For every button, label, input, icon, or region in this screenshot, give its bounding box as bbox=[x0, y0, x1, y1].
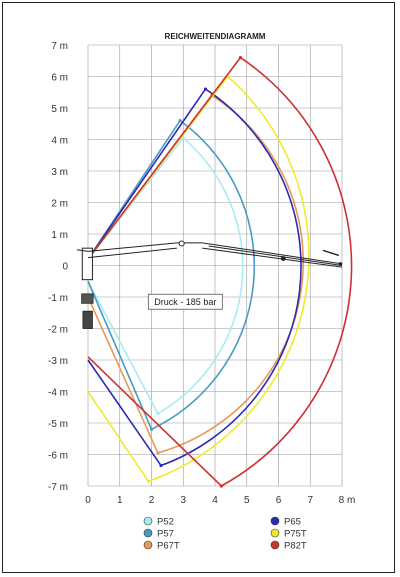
legend-marker-p65 bbox=[270, 516, 280, 526]
pressure-annotation: Druck - 185 bar bbox=[147, 293, 223, 310]
y-tick-label: -2 m bbox=[48, 325, 68, 336]
x-tick-label: 7 bbox=[307, 495, 313, 506]
reach-curves bbox=[87, 56, 353, 488]
reach-point-p52 bbox=[156, 411, 160, 416]
x-tick-label: 5 bbox=[244, 495, 250, 506]
chart-frame bbox=[2, 2, 395, 573]
crane-drawing bbox=[76, 240, 343, 329]
annotation-text: Druck - 185 bar bbox=[154, 297, 216, 307]
crane-main-boom bbox=[87, 247, 177, 259]
y-tick-label: 3 m bbox=[51, 167, 68, 178]
x-tick-label: 1 bbox=[117, 495, 123, 506]
crane-outer-boom bbox=[202, 247, 343, 268]
crane-hook-line bbox=[322, 249, 340, 257]
crane-tip bbox=[338, 262, 343, 266]
legend-label-p67t: P67T bbox=[157, 541, 180, 552]
crane-arm bbox=[76, 249, 89, 252]
x-tick-label: 8 m bbox=[339, 495, 356, 506]
y-tick-label: 0 bbox=[62, 262, 68, 273]
legend-marker-p57 bbox=[143, 528, 153, 538]
y-tick-label: -3 m bbox=[48, 356, 68, 367]
reach-curve-p52 bbox=[87, 136, 244, 415]
y-tick-label: -7 m bbox=[48, 482, 68, 493]
x-tick-label: 3 bbox=[180, 495, 186, 506]
crane-joint bbox=[178, 240, 185, 247]
reach-point-p57 bbox=[149, 427, 154, 431]
annotation-box bbox=[147, 293, 223, 310]
reach-point-p82t bbox=[238, 56, 242, 60]
y-tick-label: -5 m bbox=[48, 419, 68, 430]
crane-extension bbox=[208, 245, 343, 266]
reach-curve-p75t bbox=[87, 75, 310, 483]
x-tick-label: 2 bbox=[149, 495, 155, 506]
y-tick-label: -1 m bbox=[48, 293, 68, 304]
crane-column bbox=[81, 247, 93, 281]
reach-curve-p65 bbox=[87, 87, 302, 467]
y-tick-label: 7 m bbox=[51, 41, 68, 52]
y-tick-label: 5 m bbox=[51, 104, 68, 115]
reach-curve-p57 bbox=[87, 119, 256, 431]
reach-point-p65 bbox=[203, 87, 208, 91]
y-tick-label: 6 m bbox=[51, 73, 68, 84]
y-tick-label: -4 m bbox=[48, 388, 68, 399]
axis-ticks: 0 1 2 3 4 5 6 7 8 m 7 m 6 m 5 m 4 m 3 m 2 m 1 m 0 -1 m -2 … bbox=[48, 41, 355, 506]
crane-foot bbox=[82, 310, 93, 329]
reach-point-p75t bbox=[146, 479, 150, 483]
legend-label-p82t: P82T bbox=[284, 541, 307, 552]
legend-label-p52: P52 bbox=[157, 517, 174, 528]
y-tick-label: -6 m bbox=[48, 451, 68, 462]
reach-point-p52 bbox=[181, 136, 185, 140]
y-tick-label: 4 m bbox=[51, 136, 68, 147]
legend-marker-p82t bbox=[270, 540, 280, 550]
reach-point-p82t bbox=[219, 484, 223, 488]
reach-point-p67t bbox=[156, 451, 160, 455]
chart-title: REICHWEITENDIAGRAMM bbox=[165, 32, 266, 41]
crane-outer-boom bbox=[202, 242, 343, 265]
x-tick-label: 0 bbox=[85, 495, 91, 506]
reach-curve-p67t bbox=[87, 94, 305, 454]
legend-label-p65: P65 bbox=[284, 517, 301, 528]
legend-marker-p75t bbox=[270, 528, 280, 538]
crane-base bbox=[81, 293, 94, 304]
legend-marker-p52 bbox=[143, 516, 153, 526]
x-tick-label: 6 bbox=[276, 495, 282, 506]
reach-curve-p82t bbox=[87, 56, 353, 487]
y-tick-label: 1 m bbox=[51, 230, 68, 241]
crane-joint bbox=[280, 256, 286, 261]
reach-point-p57 bbox=[178, 119, 182, 123]
legend-label-p75t: P75T bbox=[284, 529, 307, 540]
x-tick-label: 4 bbox=[212, 495, 218, 506]
legend-marker-p67t bbox=[143, 540, 153, 550]
crane-main-boom bbox=[87, 242, 177, 252]
legend-label-p57: P57 bbox=[157, 529, 174, 540]
y-tick-label: 2 m bbox=[51, 199, 68, 210]
reach-point-p65 bbox=[159, 463, 163, 468]
